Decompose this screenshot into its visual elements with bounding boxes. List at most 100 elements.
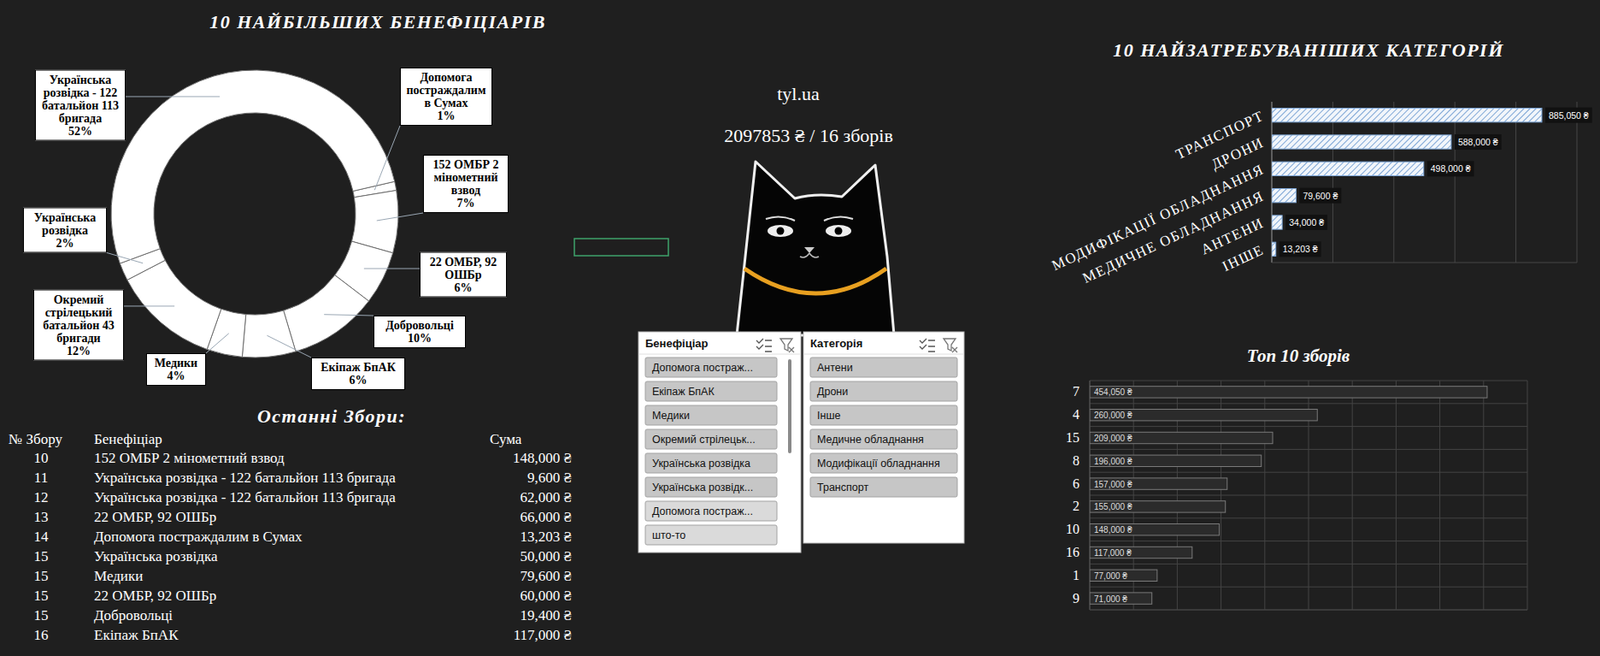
slicer-item-bg[interactable]	[645, 405, 777, 425]
slicer: БенефіціарДопомога постраж...Екіпаж БпАК…	[638, 331, 801, 553]
grid-line	[1393, 101, 1395, 263]
multi-select-button[interactable]	[919, 338, 936, 352]
category-label: МЕДИЧНЕ ОБЛАДНАННЯ	[1080, 188, 1267, 287]
cat-mouth	[800, 252, 819, 258]
slice-value: 10%	[407, 331, 432, 345]
slicer-item-bg[interactable]	[645, 500, 777, 521]
slicer-item[interactable]: Інше	[810, 405, 958, 425]
slicer-item[interactable]: Медичне обладнання	[810, 429, 958, 449]
table-cell: 13,203 ₴	[520, 528, 572, 545]
bar	[1089, 454, 1262, 466]
slicer-item[interactable]: Транспорт	[810, 476, 958, 497]
clear-filter-button[interactable]	[943, 338, 958, 353]
slicer-item[interactable]: Українська розвідк...	[645, 476, 777, 497]
slicer-item-text: Допомога постраж...	[652, 505, 753, 518]
leader-line	[376, 212, 424, 221]
grid-line	[1332, 101, 1334, 263]
bars	[1089, 386, 1488, 605]
slicer-item-bg[interactable]	[810, 405, 958, 425]
slice-name: Окремий стрілецький батальйон 43 бригади	[42, 293, 115, 345]
data-label: 454,050 ₴	[1094, 387, 1133, 397]
data-label-bg	[1299, 188, 1342, 204]
data-label-bg	[1454, 134, 1502, 150]
slicer-item-bg[interactable]	[645, 524, 777, 545]
chart-title: 10 НАЙБІЛЬШИХ БЕНЕФІЦІАРІВ	[209, 11, 547, 33]
slice-name: 152 ОМБР 2 мінометний взвод	[433, 158, 500, 197]
slicer-item-text: Медичне обладнання	[817, 433, 924, 446]
data-label-bg	[1279, 241, 1322, 257]
slicer-item-text: Медики	[652, 409, 690, 422]
slicer-item-bg[interactable]	[810, 476, 958, 497]
icon	[756, 338, 772, 352]
data-label: 885,050 ₴	[1548, 110, 1589, 121]
slice-value: 7%	[457, 196, 476, 210]
slicer-item-bg[interactable]	[645, 476, 777, 497]
slicer-item-text: Екіпаж БпАК	[652, 385, 715, 398]
leader-line	[123, 305, 175, 306]
bar-chart: 10 НАЙЗАТРЕБУВАНІШИХ КАТЕГОРІЙТРАНСПОРТ8…	[1049, 39, 1593, 287]
table-cell: Українська розвідка - 122 батальйон 113 …	[94, 469, 396, 486]
slicer-item-text: Транспорт	[817, 481, 869, 494]
slicer-item[interactable]: Медики	[645, 405, 777, 425]
slicer-item-bg[interactable]	[645, 452, 777, 473]
donut-slice	[241, 310, 296, 358]
slicer-item-bg[interactable]	[810, 381, 958, 401]
slicer-item[interactable]: Українська розвідка	[645, 452, 777, 473]
slicer-item-text: Модифікації обладнання	[817, 457, 941, 470]
slicer-item-bg[interactable]	[810, 357, 958, 377]
table-cell: 9,600 ₴	[527, 469, 572, 486]
table-header: Бенефіціар	[94, 430, 163, 448]
cat-collar	[744, 268, 887, 294]
grid-line	[1515, 101, 1517, 263]
slice-label: Екіпаж БпАК6%	[311, 357, 406, 390]
category-label: 1	[1072, 567, 1080, 583]
table-cell: 14	[34, 528, 50, 545]
slicer-item[interactable]: Модифікації обладнання	[810, 452, 958, 473]
bar	[1089, 409, 1318, 421]
slicer-item[interactable]: Окремий стрілецьк...	[645, 429, 777, 449]
slicer-item-bg[interactable]	[645, 381, 777, 401]
slice-name: Українська розвідка	[34, 211, 96, 237]
slicer-item-bg[interactable]	[810, 429, 958, 449]
slice-label: Допомога постраждалим в Сумах1%	[400, 67, 493, 126]
recent-table: Останні Збори:№ ЗборуБенефіціарСума10152…	[8, 405, 572, 643]
bar	[1271, 188, 1296, 203]
chart-title: Топ 10 зборів	[1247, 345, 1351, 366]
cat	[736, 161, 895, 336]
clear-filter-button[interactable]	[780, 338, 795, 353]
slice-name: Добровольці	[385, 318, 454, 332]
slicer-item[interactable]: Антени	[810, 357, 958, 377]
slicer-item[interactable]: Допомога постраж...	[645, 357, 777, 377]
slicer-item[interactable]: Допомога постраж...	[645, 500, 777, 521]
slice-label: Українська розвідка2%	[23, 207, 107, 253]
table-header: Сума	[489, 430, 523, 448]
data-label-bg	[1427, 160, 1475, 177]
slice-value: 1%	[437, 109, 456, 123]
table-cell: Медики	[94, 567, 143, 584]
multi-select-button[interactable]	[756, 338, 772, 352]
slicer-item-text: Інше	[817, 409, 841, 422]
slicer-item-bg[interactable]	[645, 357, 777, 377]
grid-line	[1439, 380, 1441, 610]
data-label: 260,000 ₴	[1094, 410, 1133, 420]
bar	[1089, 386, 1488, 398]
cell-selection	[574, 238, 669, 256]
slicer-item[interactable]: Екіпаж БпАК	[645, 381, 777, 401]
data-label: 498,000 ₴	[1430, 163, 1471, 174]
slice-label: Медики4%	[146, 352, 206, 386]
scrollbar[interactable]	[788, 358, 792, 453]
table-cell: 152 ОМБР 2 мінометний взвод	[94, 449, 285, 466]
data-label: 588,000 ₴	[1458, 136, 1499, 148]
slice-value: 2%	[56, 236, 75, 250]
slice-name: Медики	[154, 356, 198, 370]
table-cell: 15	[34, 587, 49, 604]
slicer: КатегоріяАнтениДрониІншеМедичне обладнан…	[803, 331, 965, 543]
slicer-item-bg[interactable]	[645, 429, 777, 449]
table-cell: 148,000 ₴	[512, 449, 572, 466]
slicer-item[interactable]: Дрони	[810, 381, 958, 401]
icon	[919, 338, 936, 352]
data-label-bg	[1545, 107, 1593, 124]
slicer-item-bg[interactable]	[810, 452, 958, 473]
axis-line	[1271, 101, 1273, 263]
slicer-item[interactable]: што-то	[645, 524, 777, 545]
